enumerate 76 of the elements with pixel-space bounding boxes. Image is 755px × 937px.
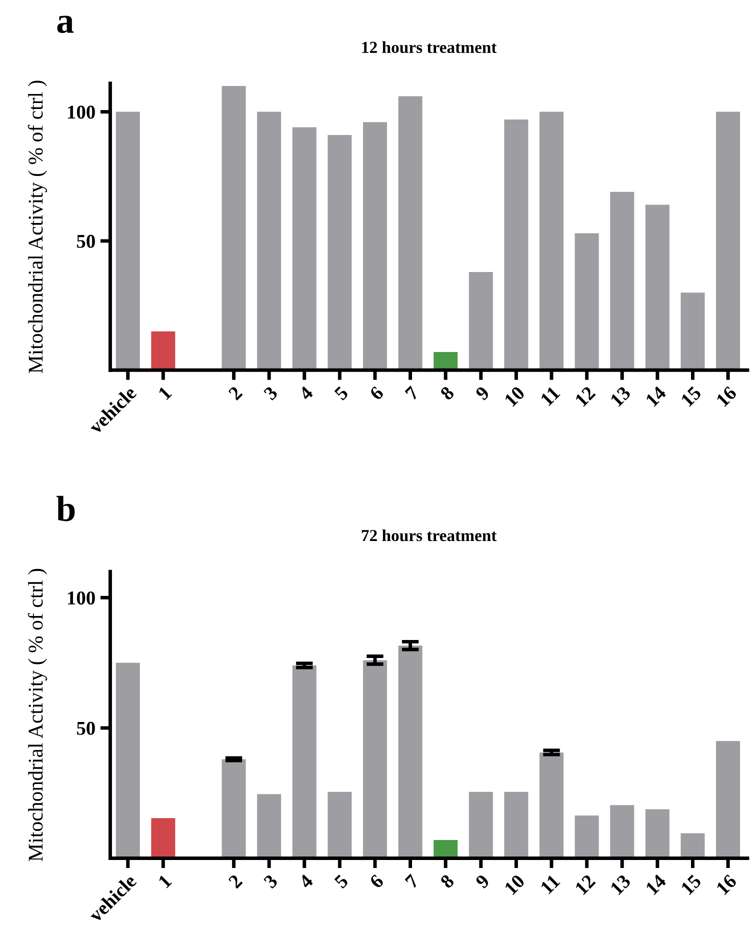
bar	[257, 112, 282, 370]
x-tick-label: 14	[645, 385, 667, 407]
x-tick-label: 4	[298, 385, 314, 401]
x-tick-label: 6	[369, 386, 384, 401]
bar	[540, 112, 564, 370]
x-tick-label: 16	[716, 874, 738, 896]
bar	[540, 752, 564, 858]
x-tick-label: 5	[334, 874, 349, 889]
x-tick-label: 14	[645, 874, 667, 896]
y-tick-label: 50	[76, 722, 95, 735]
bar	[292, 127, 316, 370]
bar	[292, 665, 316, 858]
bar	[680, 292, 705, 370]
bar	[398, 96, 422, 370]
y-axis-title: Mitochondrial Activity ( % of ctrl )	[28, 568, 48, 862]
bar	[504, 120, 528, 370]
x-tick-label: 3	[263, 386, 278, 401]
bar	[680, 833, 705, 858]
bar	[363, 660, 388, 858]
x-tick-label: 2	[228, 386, 243, 401]
x-tick-label: 7	[404, 874, 420, 889]
x-tick-label: 6	[369, 874, 384, 889]
x-tick-label: 8	[440, 386, 455, 401]
chart-title: 72 hours treatment	[362, 529, 497, 542]
bar	[468, 272, 493, 370]
x-tick-label: 12	[574, 874, 596, 896]
x-tick-label: 11	[540, 386, 560, 406]
x-tick-label: 1	[158, 874, 172, 888]
x-tick-label: 4	[298, 874, 314, 890]
text: a	[57, 16, 74, 34]
bar	[645, 204, 670, 370]
x-tick-label: 9	[474, 386, 490, 401]
bar	[716, 112, 740, 370]
bar	[151, 818, 176, 858]
x-tick-label: 11	[540, 874, 560, 894]
y-tick-label: 50	[76, 234, 95, 248]
bar	[468, 792, 493, 858]
y-axis-title: Mitochondrial Activity ( % of ctrl )	[28, 80, 48, 374]
x-tick-label: 2	[228, 874, 243, 889]
x-tick-label: 8	[440, 874, 455, 889]
bar	[574, 233, 599, 370]
bar	[574, 816, 599, 858]
bar	[151, 331, 176, 370]
bar	[328, 135, 352, 370]
x-tick-label: 13	[610, 874, 632, 896]
y-tick-label: 100	[68, 591, 95, 605]
x-tick-label: 15	[680, 386, 702, 408]
x-tick-label: 3	[263, 874, 278, 889]
bar	[116, 112, 140, 370]
x-tick-label: 9	[474, 874, 490, 890]
bar	[328, 792, 352, 858]
x-tick-label: 1	[158, 386, 172, 400]
x-tick-label: 13	[610, 386, 632, 408]
text: b	[56, 496, 75, 522]
bar	[398, 646, 422, 858]
bar	[222, 86, 246, 370]
bar	[257, 794, 282, 858]
bar	[116, 662, 140, 858]
x-tick-label: 12	[574, 386, 596, 407]
bar	[716, 740, 740, 858]
bar	[645, 809, 670, 858]
bar	[610, 805, 634, 858]
x-tick-label: 15	[680, 874, 702, 896]
bar	[434, 840, 458, 858]
y-tick-label: 100	[68, 106, 95, 119]
x-tick-label: 7	[404, 386, 420, 400]
bar	[363, 122, 388, 370]
x-tick-label: 16	[716, 386, 738, 408]
bar	[434, 352, 458, 370]
bar	[610, 192, 634, 370]
x-tick-label: 5	[334, 386, 349, 401]
x-tick-label: 10	[504, 386, 526, 408]
x-tick-label: 10	[504, 874, 526, 896]
chart-title: 12 hours treatment	[362, 41, 497, 54]
bar	[504, 792, 528, 858]
bar	[222, 759, 246, 858]
